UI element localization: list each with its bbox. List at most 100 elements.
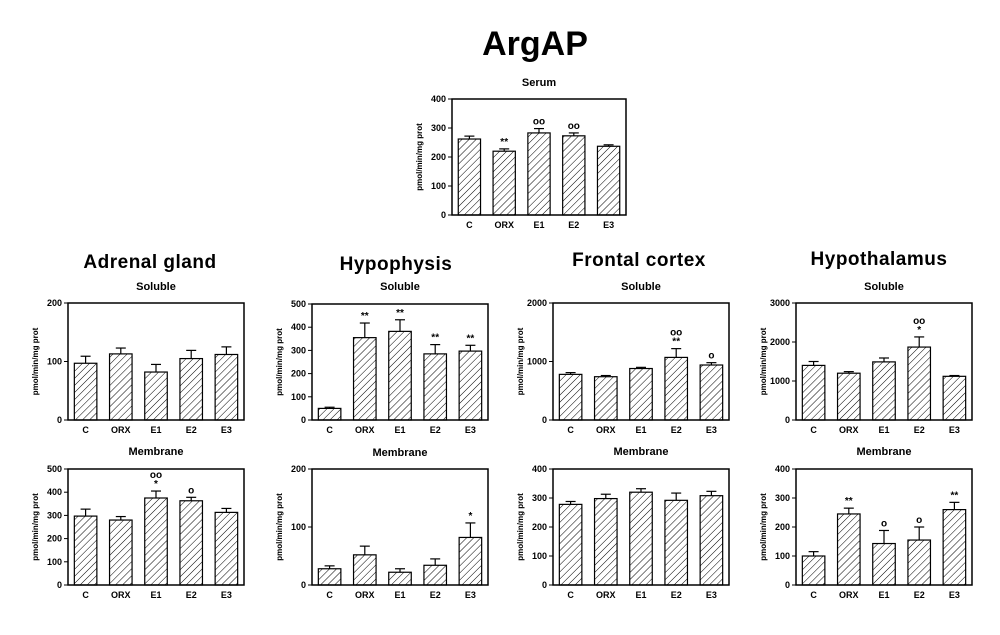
x-tick-label: ORX [355, 590, 375, 600]
significance-marker: ** [951, 490, 959, 501]
significance-marker: oo [150, 470, 162, 481]
bar-c [801, 364, 826, 421]
bar-e2 [562, 135, 586, 216]
significance-marker: o [916, 515, 922, 526]
bar-e3 [699, 495, 724, 586]
chart-hypophysis-soluble: Soluble pmol/min/mg prot 0 100 200 300 400 500 C… [275, 281, 489, 435]
bar-e3 [942, 509, 967, 586]
x-tick-label: ORX [596, 590, 616, 600]
significance-marker: ** [361, 311, 369, 322]
x-tick-label: E1 [150, 590, 161, 600]
chart-title: Membrane [613, 446, 668, 458]
significance-marker: ** [672, 337, 680, 348]
x-tick-label: E1 [394, 425, 405, 435]
bar-orx [836, 513, 861, 586]
bar-e3 [214, 353, 239, 421]
y-axis-label: pmol/min/mg prot [275, 328, 284, 396]
y-tick-label: 200 [291, 369, 306, 379]
x-tick-label: E3 [706, 590, 717, 600]
y-tick-label: 200 [291, 464, 306, 474]
x-tick-label: E1 [878, 425, 889, 435]
chart-title: Serum [522, 77, 556, 89]
significance-marker: o [188, 485, 194, 496]
chart-title: Membrane [128, 446, 183, 458]
bar-e2 [179, 500, 204, 586]
y-tick-label: 300 [47, 510, 62, 520]
y-tick-label: 300 [775, 493, 790, 503]
x-tick-label: C [810, 590, 817, 600]
chart-title: Soluble [621, 281, 661, 293]
chart-hypothalamus-membrane: Membrane pmol/min/mg prot 0 100 200 300 400 C **… [759, 446, 973, 600]
y-tick-label: 500 [291, 299, 306, 309]
y-tick-label: 200 [532, 522, 547, 532]
x-tick-label: E3 [221, 590, 232, 600]
y-tick-label: 0 [785, 415, 790, 425]
bar-orx [108, 353, 133, 421]
x-tick-label: E2 [568, 220, 579, 230]
x-tick-label: C [326, 590, 333, 600]
chart-title: Membrane [372, 447, 427, 459]
y-axis-label: pmol/min/mg prot [415, 123, 424, 191]
chart-title: Membrane [856, 446, 911, 458]
y-tick-label: 0 [57, 415, 62, 425]
plot-frame [67, 302, 245, 421]
figure-title: ArgAP [482, 25, 588, 63]
chart-adrenal-soluble: Soluble pmol/min/mg prot 0 100 200 C ORX E1 E2 E3 [31, 281, 245, 435]
bar-e1 [629, 367, 653, 421]
plot-frame [311, 468, 489, 586]
chart-adrenal-membrane: Membrane pmol/min/mg prot 0 100 200 300 400 500… [31, 446, 245, 600]
x-tick-label: E2 [671, 590, 682, 600]
y-tick-label: 500 [47, 464, 62, 474]
significance-marker: oo [533, 117, 545, 128]
plot-frame [795, 468, 973, 586]
y-tick-label: 400 [775, 464, 790, 474]
bar-orx [108, 519, 133, 586]
bar-orx [492, 150, 516, 216]
x-tick-label: ORX [596, 425, 616, 435]
y-tick-label: 400 [532, 464, 547, 474]
plot-frame [795, 302, 973, 421]
x-tick-label: ORX [839, 425, 859, 435]
significance-marker: ** [500, 137, 508, 148]
y-tick-label: 0 [542, 580, 547, 590]
y-tick-label: 1000 [527, 357, 547, 367]
x-tick-label: E1 [394, 590, 405, 600]
x-tick-label: E2 [914, 425, 925, 435]
plot-frame [552, 302, 730, 421]
significance-marker: * [917, 325, 921, 336]
bar-e1 [527, 132, 551, 216]
y-tick-label: 0 [785, 580, 790, 590]
y-tick-label: 3000 [770, 298, 790, 308]
significance-marker: o [708, 351, 714, 362]
x-tick-label: E2 [671, 425, 682, 435]
y-axis-label: pmol/min/mg prot [275, 493, 284, 561]
y-tick-label: 2000 [770, 337, 790, 347]
section-title-hypophysis: Hypophysis [340, 254, 453, 275]
y-axis-label: pmol/min/mg prot [31, 493, 40, 561]
x-tick-label: C [82, 590, 89, 600]
bar-e3 [458, 350, 483, 421]
y-tick-label: 200 [47, 298, 62, 308]
bar-c [317, 407, 342, 421]
y-tick-label: 100 [291, 522, 306, 532]
bar-orx [352, 337, 377, 421]
y-tick-label: 100 [291, 392, 306, 402]
plot-frame [552, 468, 730, 586]
chart-title: Soluble [864, 281, 904, 293]
significance-marker: oo [670, 328, 682, 339]
y-tick-label: 2000 [527, 298, 547, 308]
bar-e3 [699, 364, 724, 421]
y-tick-label: 0 [441, 210, 446, 220]
x-tick-label: E3 [949, 590, 960, 600]
y-tick-label: 300 [291, 345, 306, 355]
significance-marker: oo [913, 316, 925, 327]
x-tick-label: C [810, 425, 817, 435]
y-tick-label: 400 [431, 94, 446, 104]
x-tick-label: E2 [186, 425, 197, 435]
bar-e2 [664, 356, 689, 421]
chart-frontal-membrane: Membrane pmol/min/mg prot 0 100 200 300 400 C OR… [516, 446, 730, 600]
bar-e3 [596, 145, 621, 216]
chart-serum: Serum pmol/min/mg prot 0 100 200 300 400 C ** ORX… [415, 77, 627, 230]
bar-orx [352, 554, 377, 586]
